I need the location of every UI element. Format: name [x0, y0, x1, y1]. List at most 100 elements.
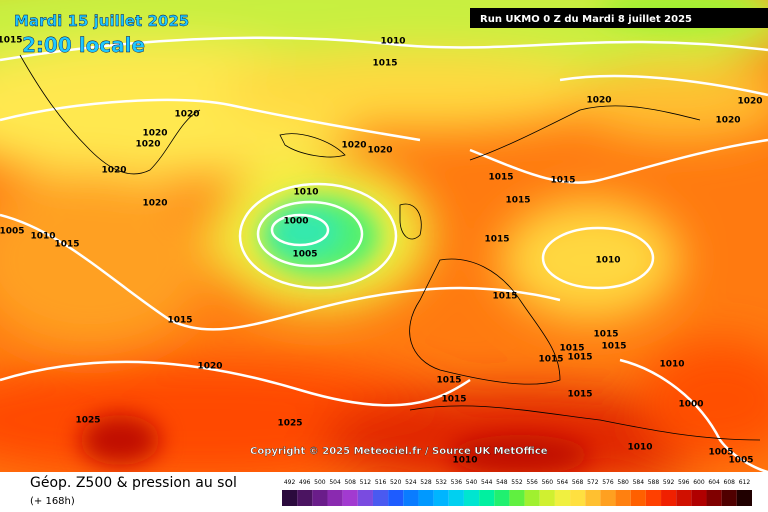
scale-swatch [433, 490, 449, 506]
isobar-label: 1005 [292, 250, 317, 260]
scale-swatch [312, 490, 328, 506]
scale-swatch [357, 490, 373, 506]
scale-label: 564 [557, 479, 569, 486]
scale-swatch [615, 490, 631, 506]
scale-swatch [327, 490, 343, 506]
isobar-label: 1005 [0, 227, 25, 237]
isobar-label: 1010 [380, 37, 405, 47]
scale-label: 504 [329, 479, 341, 486]
scale-swatch [479, 490, 495, 506]
run-info: Run UKMO 0 Z du Mardi 8 juillet 2025 [480, 14, 692, 25]
isobar-label: 1015 [601, 342, 626, 352]
isobar-label: 1020 [142, 199, 167, 209]
scale-swatch [539, 490, 555, 506]
isobar-label: 1020 [174, 110, 199, 120]
scale-swatch [600, 490, 616, 506]
scale-label: 548 [496, 479, 508, 486]
scale-label: 508 [344, 479, 356, 486]
scale-swatch [524, 490, 540, 506]
scale-label: 532 [435, 479, 447, 486]
copyright: Copyright © 2025 Meteociel.fr / Source U… [250, 446, 548, 457]
scale-label: 568 [572, 479, 584, 486]
scale-swatch [554, 490, 571, 506]
isobar-label: 1015 [593, 330, 618, 340]
isobar-label: 1015 [567, 390, 592, 400]
isobar-label: 1020 [142, 129, 167, 139]
isobar-label: 1010 [627, 443, 652, 453]
isobar-label: 1025 [277, 419, 302, 429]
scale-swatch [448, 490, 464, 506]
scale-swatch [630, 490, 646, 506]
scale-label: 528 [420, 479, 432, 486]
isobars [0, 36, 768, 474]
scale-label: 600 [693, 479, 705, 486]
scale-label: 512 [360, 479, 372, 486]
scale-swatch [403, 490, 419, 506]
isobar-label: 1000 [678, 400, 703, 410]
scale-label: 596 [678, 479, 690, 486]
isobar-label: 1015 [441, 395, 466, 405]
scale-label: 572 [587, 479, 599, 486]
scale-swatch [494, 490, 510, 506]
footer-title: Géop. Z500 & pression au sol [30, 475, 237, 491]
scale-swatch [418, 490, 434, 506]
scale-label: 588 [648, 479, 660, 486]
scale-label: 552 [511, 479, 523, 486]
scale-swatch [372, 490, 389, 506]
scale-label: 516 [375, 479, 387, 486]
scale-label: 556 [526, 479, 538, 486]
isobar-label: 1025 [75, 416, 100, 426]
isobar-label: 1020 [101, 166, 126, 176]
scale-swatch [736, 490, 752, 506]
scale-label: 576 [602, 479, 614, 486]
isobar-label: 1005 [728, 456, 753, 466]
field [0, 0, 768, 490]
scale-swatch [721, 490, 737, 506]
scale-label: 544 [481, 479, 493, 486]
scale-swatch [463, 490, 480, 506]
scale-label: 492 [284, 479, 296, 486]
scale-label: 520 [390, 479, 402, 486]
scale-label: 500 [314, 479, 326, 486]
scale-swatch [691, 490, 707, 506]
isobar-label: 1010 [659, 360, 684, 370]
isobar-label: 1015 [436, 376, 461, 386]
isobar-label: 1000 [283, 217, 308, 227]
scale-swatch [297, 490, 313, 506]
scale-label: 608 [724, 479, 736, 486]
isobar-label: 1015 [567, 353, 592, 363]
scale-label: 496 [299, 479, 311, 486]
isobar-label: 1020 [737, 97, 762, 107]
isobar-label: 1015 [538, 355, 563, 365]
coastlines [19, 54, 761, 441]
isobar-label: 1010 [293, 188, 318, 198]
scale-swatch [676, 490, 692, 506]
isobar-label: 1015 [488, 173, 513, 183]
scale-label: 536 [451, 479, 463, 486]
scale-swatch [388, 490, 404, 506]
scale-swatch [706, 490, 722, 506]
isobar-label: 1020 [715, 116, 740, 126]
isobar-label: 1005 [708, 448, 733, 458]
scale-label: 604 [708, 479, 720, 486]
forecast-time: 2:00 locale [22, 33, 145, 57]
isobar-label: 1020 [135, 140, 160, 150]
isobar-label: 1020 [586, 96, 611, 106]
isobar-label: 1020 [197, 362, 222, 372]
footer-subtitle: (+ 168h) [30, 496, 75, 507]
scale-swatch [645, 490, 662, 506]
isobar-label: 1015 [167, 316, 192, 326]
isobar-label: 1020 [341, 141, 366, 151]
isobar-label: 1015 [372, 59, 397, 69]
scale-label: 612 [739, 479, 751, 486]
scale-label: 524 [405, 479, 417, 486]
isobar-label: 1010 [595, 256, 620, 266]
isobar-label: 1015 [559, 344, 584, 354]
isobar-label: 1020 [367, 146, 392, 156]
isobar-label: 1015 [0, 36, 23, 46]
isobar-label: 1015 [484, 235, 509, 245]
scale-label: 592 [663, 479, 675, 486]
